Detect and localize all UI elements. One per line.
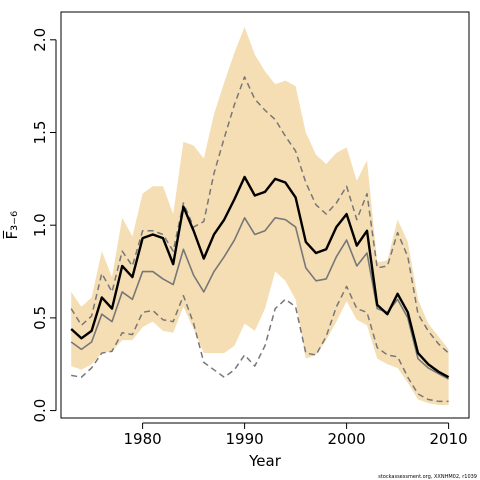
x-axis-title: Year <box>248 452 282 470</box>
axes: 1980 1990 2000 2010 0.0 0.5 1.0 1.5 2.0 <box>31 28 468 448</box>
plot-frame <box>60 11 470 419</box>
y-tick-label: 2.0 <box>31 28 49 52</box>
y-tick-label: 0.0 <box>31 399 49 423</box>
x-tick-label: 2010 <box>430 430 468 448</box>
x-tick-label: 2000 <box>328 430 366 448</box>
source-footnote: stockassessment.org, XXNHM02, r1039 <box>378 474 477 480</box>
y-tick-label: 1.0 <box>31 213 49 237</box>
estimate-line <box>70 175 450 379</box>
plot-area <box>70 26 450 406</box>
y-tick-label: 0.5 <box>31 306 49 330</box>
x-tick-label: 1990 <box>226 430 264 448</box>
lower-dashed-line <box>71 285 449 403</box>
y-tick-label: 1.5 <box>31 121 49 145</box>
y-axis-title: F̅₃₋₆ <box>2 211 21 240</box>
x-tick-label: 1980 <box>124 430 162 448</box>
upper-dashed-line <box>70 76 450 354</box>
confidence-band <box>71 26 449 406</box>
